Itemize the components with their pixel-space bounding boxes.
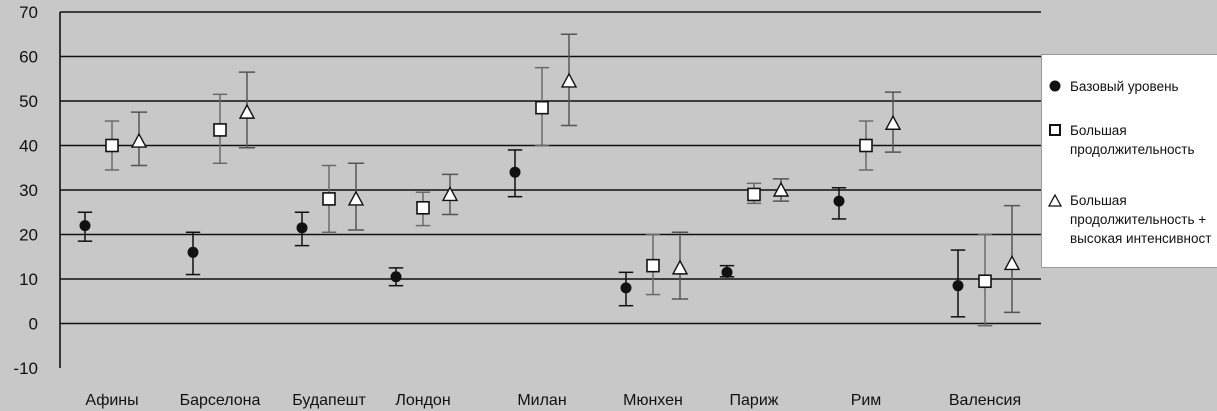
legend-label-long-duration-line2: продолжительность xyxy=(1070,142,1195,157)
data-point-baseline xyxy=(79,220,91,232)
data-point-baseline xyxy=(390,271,402,283)
legend-label-long-duration-line1: Большая xyxy=(1070,123,1127,138)
y-tick-label: 60 xyxy=(19,48,38,67)
gridlines xyxy=(60,11,1041,325)
x-tick-label: Рим xyxy=(851,392,882,409)
open-triangle-icon xyxy=(1048,193,1062,207)
legend-label-baseline: Базовый уровень xyxy=(1070,79,1179,94)
legend-label-high-intensity-line2: продолжительность + xyxy=(1070,212,1207,227)
y-tick-label: 0 xyxy=(29,315,38,334)
x-tick-label: Мюнхен xyxy=(623,392,683,409)
data-point-baseline xyxy=(187,246,199,258)
y-tick-label: 30 xyxy=(19,181,38,200)
x-tick-label: Будапешт xyxy=(292,392,366,409)
data-point-baseline xyxy=(296,222,308,234)
data-point-high-intensity xyxy=(1003,254,1021,271)
x-tick-label: Афины xyxy=(85,392,138,409)
data-point-high-intensity xyxy=(884,114,902,130)
data-point-long-duration xyxy=(747,187,761,202)
data-point-high-intensity xyxy=(441,185,459,202)
legend-label-high-intensity-line1: Большая xyxy=(1070,193,1127,208)
y-tick-label: 50 xyxy=(19,92,38,111)
data-point-high-intensity xyxy=(560,72,578,88)
data-point-long-duration xyxy=(978,274,992,289)
data-point-high-intensity xyxy=(671,259,689,275)
data-point-baseline xyxy=(833,195,845,207)
data-point-high-intensity xyxy=(238,103,256,119)
legend-item-long-duration-high-intensity: Большая продолжительность + высокая инте… xyxy=(1048,191,1211,248)
data-point-high-intensity xyxy=(130,132,148,148)
legend-label-high-intensity-line3: высокая интенсивност xyxy=(1070,231,1212,246)
x-tick-label: Париж xyxy=(730,392,779,409)
y-tick-label: -10 xyxy=(13,359,38,378)
data-point-high-intensity xyxy=(347,190,365,206)
data-point-baseline xyxy=(952,280,964,292)
data-point-baseline xyxy=(620,282,632,294)
x-tick-label: Барселона xyxy=(180,392,261,409)
data-point-long-duration xyxy=(213,123,227,137)
data-point-long-duration xyxy=(535,100,549,115)
data-point-long-duration xyxy=(105,138,119,153)
y-tick-label: 40 xyxy=(19,137,38,156)
filled-circle-icon xyxy=(1048,79,1062,93)
data-marks xyxy=(77,33,1021,327)
data-point-long-duration xyxy=(322,192,336,206)
data-point-high-intensity xyxy=(772,181,790,197)
x-axis-labels: Афины Барселона Будапешт Лондон Милан Мюнхен П… xyxy=(85,392,1021,409)
y-tick-label: 20 xyxy=(19,226,38,245)
legend-item-baseline: Базовый уровень xyxy=(1048,77,1179,96)
y-tick-label: 70 xyxy=(19,3,38,22)
data-point-long-duration xyxy=(646,258,660,273)
data-point-long-duration xyxy=(416,201,430,215)
y-tick-label: 10 xyxy=(19,270,38,289)
data-point-long-duration xyxy=(859,138,873,153)
data-point-baseline xyxy=(721,266,733,278)
x-tick-label: Валенсия xyxy=(949,392,1021,409)
legend: Базовый уровень Большая продолжительност… xyxy=(1041,54,1217,268)
open-square-icon xyxy=(1048,123,1062,137)
x-tick-label: Милан xyxy=(517,392,566,409)
y-axis: -10 0 10 20 30 40 50 60 70 xyxy=(13,3,61,378)
legend-item-long-duration: Большая продолжительность xyxy=(1048,121,1195,159)
data-point-baseline xyxy=(509,166,521,178)
x-tick-label: Лондон xyxy=(395,392,450,409)
